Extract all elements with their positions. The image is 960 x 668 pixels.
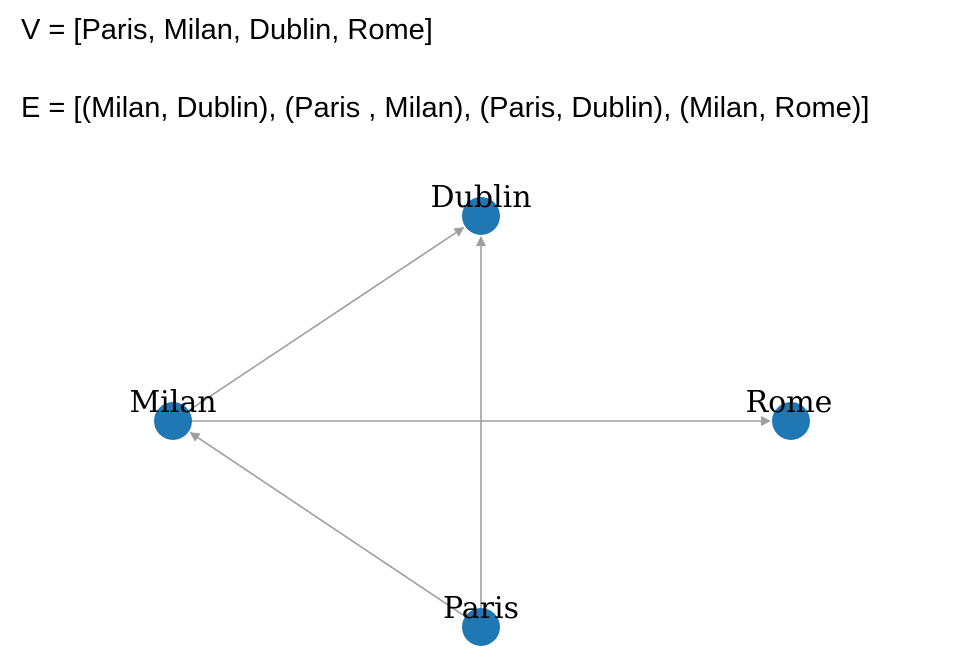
node-label-paris: Paris: [443, 591, 519, 626]
node-label-milan: Milan: [129, 385, 216, 420]
edge-paris-to-milan: [189, 432, 482, 628]
vertex-set-text: V = [Paris, Milan, Dublin, Rome]: [21, 14, 433, 46]
node-dublin: [462, 197, 500, 235]
node-milan: [154, 402, 192, 440]
edge-milan-to-dublin: [172, 226, 465, 422]
node-rome: [772, 402, 810, 440]
node-label-rome: Rome: [746, 385, 833, 420]
node-label-dublin: Dublin: [430, 180, 531, 215]
node-paris: [462, 608, 500, 646]
edge-set-text: E = [(Milan, Dublin), (Paris , Milan), (…: [21, 92, 870, 124]
